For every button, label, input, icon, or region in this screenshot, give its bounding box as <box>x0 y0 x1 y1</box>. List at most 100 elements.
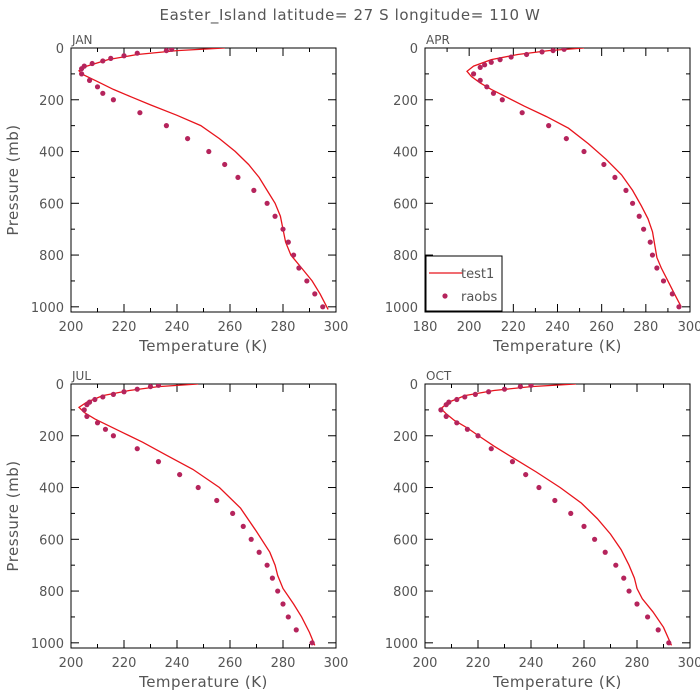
raobs-point <box>477 77 483 83</box>
raobs-point <box>666 640 672 646</box>
y-tick-label: 1000 <box>31 637 64 652</box>
y-tick-label: 1000 <box>385 301 418 316</box>
y-tick-label: 0 <box>56 378 64 393</box>
x-tick-label: 220 <box>501 320 526 335</box>
raobs-point <box>134 386 140 392</box>
raobs-point <box>134 50 140 56</box>
x-tick-label: 200 <box>59 320 84 335</box>
raobs-point <box>110 391 116 397</box>
raobs-point <box>669 291 675 297</box>
y-tick-label: 400 <box>393 146 418 161</box>
raobs-point <box>539 49 545 55</box>
raobs-point <box>649 252 656 258</box>
raobs-point <box>235 174 241 181</box>
raobs-point <box>272 213 278 219</box>
raobs-point <box>488 446 494 452</box>
raobs-point <box>519 110 525 116</box>
series-line-test1 <box>77 48 329 310</box>
panel-jan: JAN 200 220 240 260 280 300 0 200 400 600 800 1000 Te… <box>4 33 348 355</box>
raobs-point <box>108 55 114 61</box>
raobs-point <box>134 446 140 452</box>
raobs-point <box>84 413 90 419</box>
raobs-point <box>251 187 257 193</box>
x-tick-label: 280 <box>271 656 296 671</box>
x-tick-label: 260 <box>589 320 614 335</box>
raobs-point <box>79 66 85 72</box>
raobs-point <box>552 497 558 504</box>
raobs-point <box>523 471 529 478</box>
raobs-point <box>94 84 101 90</box>
raobs-point <box>477 64 483 71</box>
y-tick-label: 600 <box>393 197 418 212</box>
raobs-point <box>475 433 481 439</box>
y-tick-label: 800 <box>39 585 64 600</box>
raobs-point <box>601 161 607 168</box>
raobs-point <box>497 57 503 63</box>
raobs-point <box>256 549 262 555</box>
legend-label-raobs: raobs <box>461 290 498 305</box>
legend-label-test1: test1 <box>461 267 494 282</box>
raobs-point <box>293 627 299 633</box>
raobs-point <box>137 110 143 116</box>
y-tick-label: 800 <box>39 249 64 264</box>
raobs-point <box>626 588 632 594</box>
raobs-point <box>264 200 270 206</box>
x-tick-label: 180 <box>413 320 438 335</box>
raobs-point <box>612 174 618 181</box>
raobs-point <box>561 48 567 52</box>
y-tick-label: 800 <box>393 249 418 264</box>
raobs-point <box>185 135 191 142</box>
panel-label: JUL <box>71 369 91 383</box>
raobs-point <box>248 536 254 542</box>
raobs-point <box>100 394 106 400</box>
raobs-point <box>304 278 310 284</box>
y-tick-label: 400 <box>39 146 64 161</box>
raobs-point <box>92 396 98 403</box>
raobs-point <box>647 239 653 245</box>
x-axis-title: Temperature (K) <box>492 337 622 355</box>
raobs-point <box>508 54 514 60</box>
raobs-point <box>592 536 598 542</box>
raobs-point <box>214 497 220 504</box>
raobs-point <box>102 426 109 432</box>
raobs-point <box>443 413 449 419</box>
x-tick-label: 220 <box>112 656 137 671</box>
legend: test1 raobs <box>425 255 503 312</box>
raobs-point <box>296 265 302 271</box>
raobs-point <box>629 200 636 206</box>
legend-marker-swatch <box>442 293 448 299</box>
raobs-point <box>470 71 477 77</box>
raobs-point <box>660 278 667 284</box>
raobs-point <box>454 420 460 426</box>
raobs-point <box>488 59 494 65</box>
raobs-point <box>100 90 106 96</box>
raobs-point <box>636 213 642 219</box>
raobs-point <box>79 71 85 77</box>
y-tick-label: 200 <box>393 430 418 445</box>
x-tick-label: 240 <box>519 656 544 671</box>
raobs-point <box>486 389 492 395</box>
raobs-point <box>621 575 627 581</box>
raobs-point <box>169 48 175 52</box>
x-axis-title: Temperature (K) <box>492 673 622 691</box>
raobs-point <box>121 389 127 395</box>
panels: JAN 200 220 240 260 280 300 0 200 400 600 800 1000 Te… <box>4 33 700 691</box>
raobs-point <box>81 407 87 413</box>
raobs-point <box>309 640 315 646</box>
y-tick-label: 600 <box>39 533 64 548</box>
raobs-point <box>100 58 106 64</box>
data-layer <box>77 384 316 646</box>
raobs-point <box>563 135 569 142</box>
raobs-point <box>501 386 508 392</box>
raobs-point <box>285 614 291 620</box>
raobs-point <box>230 510 236 517</box>
x-tick-label: 280 <box>625 656 650 671</box>
x-axis-title: Temperature (K) <box>138 337 268 355</box>
raobs-point <box>484 84 490 90</box>
y-axis-title: Pressure (mb) <box>4 124 22 235</box>
x-axis-title: Temperature (K) <box>138 673 268 691</box>
raobs-point <box>163 123 169 129</box>
raobs-point <box>641 226 647 232</box>
y-tick-label: 600 <box>393 533 418 548</box>
raobs-point <box>240 523 246 529</box>
